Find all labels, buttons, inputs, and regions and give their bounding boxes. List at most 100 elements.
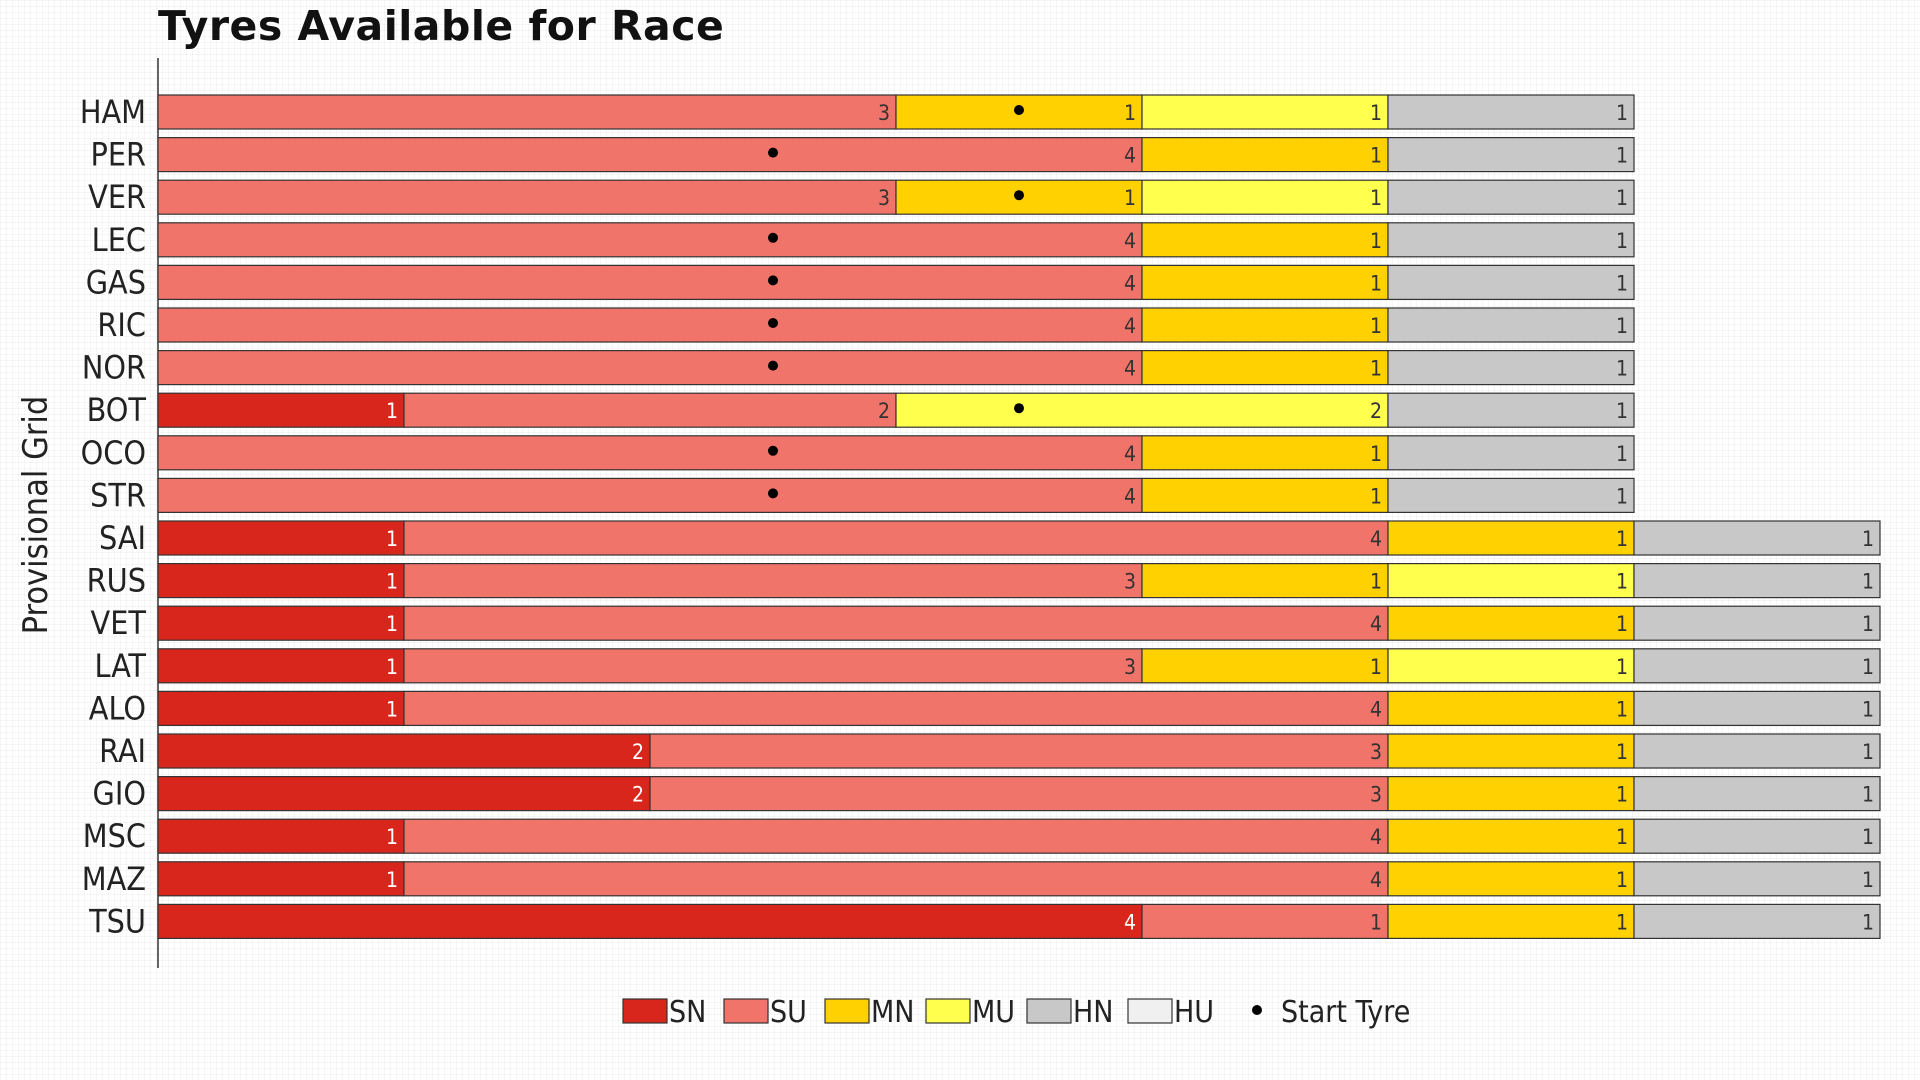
data-label-gio-hn: 1 [1862, 783, 1874, 807]
data-label-msc-su: 4 [1370, 825, 1382, 849]
bar-segment-vet-su [403, 605, 1389, 641]
tick-label-rus: RUS [87, 562, 146, 600]
data-label-per-mn: 1 [1370, 144, 1382, 168]
data-label-vet-su: 4 [1370, 612, 1382, 636]
bar-segment-bot-sn [157, 392, 405, 428]
tick-label-sai: SAI [99, 519, 146, 557]
bar-segment-alo-hn [1633, 690, 1881, 727]
bar-segment-tsu-hn [1633, 903, 1881, 940]
bar-segment-msc-sn [157, 818, 405, 854]
bar-segment-ver-su [157, 179, 897, 215]
legend-swatch-su [723, 998, 769, 1024]
bar-segment-ric-mn [1141, 307, 1389, 343]
bar-segment-str-mn [1141, 477, 1389, 513]
data-label-ver-hn: 1 [1616, 186, 1628, 210]
bar-segment-msc-hn [1633, 818, 1881, 854]
tick-label-nor: NOR [82, 349, 146, 387]
bar-segment-rai-mn [1387, 733, 1635, 769]
bar-segment-str-hn [1387, 477, 1635, 513]
tick-label-ham: HAM [80, 93, 146, 131]
data-label-gio-su: 3 [1370, 783, 1382, 807]
tick-label-gas: GAS [86, 263, 146, 301]
bar-segment-msc-mn [1387, 818, 1635, 854]
start-tyre-marker-nor [768, 360, 778, 371]
bar-segment-tsu-mn [1387, 903, 1635, 940]
data-label-bot-su: 2 [878, 399, 890, 423]
data-label-nor-su: 4 [1124, 357, 1136, 381]
data-label-vet-mn: 1 [1616, 612, 1628, 636]
start-tyre-marker-bot [1014, 403, 1024, 414]
bar-segment-ric-su [157, 307, 1143, 343]
bar-segment-oco-mn [1141, 435, 1389, 471]
data-label-ric-mn: 1 [1370, 314, 1382, 338]
data-label-lec-su: 4 [1124, 229, 1136, 253]
legend-label-su: SU [770, 995, 807, 1030]
data-label-oco-su: 4 [1124, 442, 1136, 466]
bar-segment-maz-hn [1633, 861, 1881, 897]
bar-segment-rus-su [403, 562, 1143, 599]
bar-segment-lat-hn [1633, 648, 1881, 684]
data-label-lat-su: 3 [1124, 655, 1136, 679]
bar-segment-maz-mn [1387, 861, 1635, 897]
data-label-oco-hn: 1 [1616, 442, 1628, 466]
tick-label-vet: VET [91, 604, 147, 642]
data-label-rus-mu: 1 [1616, 570, 1628, 594]
bar-segment-ham-su [157, 94, 897, 130]
data-label-rus-mn: 1 [1370, 570, 1382, 594]
legend-label-sn: SN [669, 995, 706, 1030]
legend-start-tyre-label: Start Tyre [1281, 995, 1410, 1030]
chart-title: Tyres Available for Race [158, 2, 725, 50]
data-label-alo-sn: 1 [386, 697, 398, 721]
tick-label-bot: BOT [87, 391, 147, 429]
bar-segment-oco-hn [1387, 435, 1635, 471]
start-tyre-marker-ver [1014, 190, 1024, 201]
data-label-maz-su: 4 [1370, 868, 1382, 892]
data-label-maz-mn: 1 [1616, 868, 1628, 892]
data-label-oco-mn: 1 [1370, 442, 1382, 466]
data-label-nor-hn: 1 [1616, 357, 1628, 381]
bar-segment-maz-sn [157, 861, 405, 897]
bar-segment-gio-su [649, 775, 1389, 812]
start-tyre-marker-str [768, 488, 778, 499]
start-tyre-marker-ham [1014, 105, 1024, 115]
data-label-gas-hn: 1 [1616, 271, 1628, 295]
data-label-rai-su: 3 [1370, 740, 1382, 764]
data-label-sai-su: 4 [1370, 527, 1382, 551]
data-label-per-su: 4 [1124, 144, 1136, 168]
data-label-alo-su: 4 [1370, 697, 1382, 721]
bar-segment-bot-mu [895, 392, 1389, 428]
data-label-rai-sn: 2 [632, 740, 644, 764]
data-label-ver-su: 3 [878, 186, 890, 210]
tick-label-oco: OCO [81, 434, 146, 472]
data-label-rai-hn: 1 [1862, 740, 1874, 764]
data-label-alo-hn: 1 [1862, 697, 1874, 721]
bar-segment-ver-hn [1387, 179, 1635, 215]
bar-segment-lec-mn [1141, 222, 1389, 258]
data-label-ver-mu: 1 [1370, 186, 1382, 210]
bar-segment-lat-mu [1387, 648, 1635, 684]
legend-swatch-hn [1026, 998, 1072, 1024]
bar-segment-nor-mn [1141, 350, 1389, 386]
bar-segment-gas-su [157, 264, 1143, 300]
data-label-rus-su: 3 [1124, 570, 1136, 594]
bar-segment-nor-su [157, 350, 1143, 386]
tick-label-maz: MAZ [82, 860, 146, 898]
bar-segment-ham-hn [1387, 94, 1635, 130]
data-label-str-mn: 1 [1370, 484, 1382, 508]
legend-swatch-hu [1127, 998, 1173, 1024]
tick-label-per: PER [90, 136, 146, 174]
data-label-lat-sn: 1 [386, 655, 398, 679]
bar-segment-vet-hn [1633, 605, 1881, 641]
bar-segment-vet-mn [1387, 605, 1635, 641]
data-label-tsu-mn: 1 [1616, 910, 1628, 934]
data-label-msc-mn: 1 [1616, 825, 1628, 849]
bar-segment-gas-hn [1387, 264, 1635, 300]
tick-label-str: STR [90, 476, 146, 514]
bar-segment-sai-sn [157, 520, 405, 556]
data-label-lat-mn: 1 [1370, 655, 1382, 679]
data-label-nor-mn: 1 [1370, 357, 1382, 381]
bar-segment-lat-su [403, 648, 1143, 684]
bar-segment-rus-mu [1387, 562, 1635, 599]
start-tyre-marker-ric [768, 318, 778, 328]
